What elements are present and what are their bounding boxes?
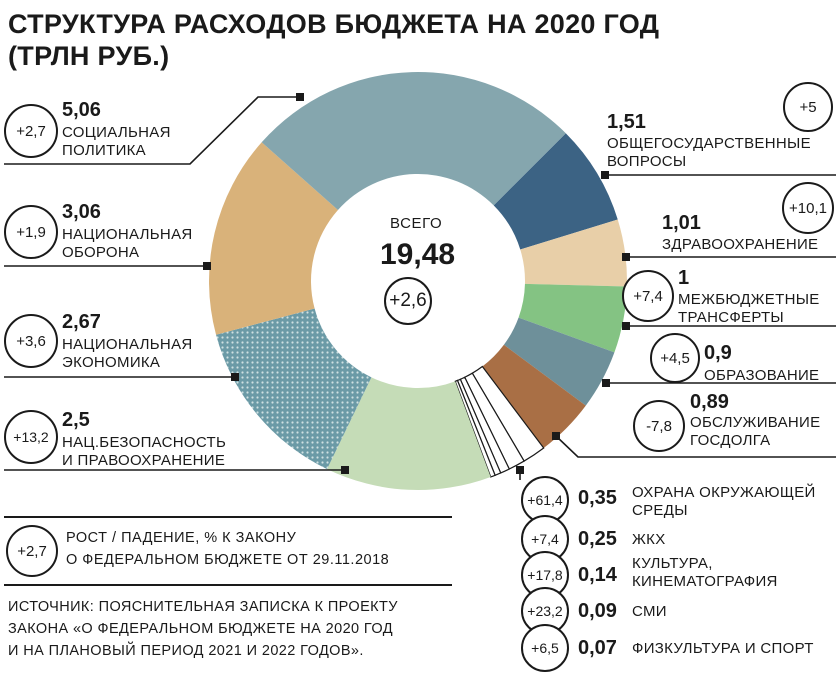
slice-13: [261, 71, 566, 210]
leader-marker-7: [602, 379, 610, 387]
leader-marker-2: [231, 373, 239, 381]
legend-bottom-rule: [4, 584, 452, 586]
slice-3: [503, 317, 615, 406]
debt-label-2: ГОСДОЛГА: [690, 432, 771, 449]
source-line-3: И НА ПЛАНОВЫЙ ПЕРИОД 2021 И 2022 ГОДОВ».: [8, 643, 364, 659]
health-value: 1,01: [662, 212, 701, 234]
leader-marker-6: [622, 322, 630, 330]
security-change-bubble: +13,2: [4, 410, 58, 464]
leader-marker-8: [552, 432, 560, 440]
legend-line-1: РОСТ / ПАДЕНИЕ, % К ЗАКОНУ: [66, 530, 297, 546]
economy-label-1: НАЦИОНАЛЬНАЯ: [62, 336, 193, 353]
slice-1: [520, 219, 627, 287]
culture-label-1: КУЛЬТУРА,: [632, 555, 713, 572]
education-label-1: ОБРАЗОВАНИЕ: [704, 367, 820, 384]
env-label-2: СРЕДЫ: [632, 502, 688, 519]
slice-11: [216, 308, 372, 470]
source-line-1: ИСТОЧНИК: ПОЯСНИТЕЛЬНАЯ ЗАПИСКА К ПРОЕКТ…: [8, 599, 398, 615]
transfers-label-2: ТРАНСФЕРТЫ: [678, 309, 785, 326]
culture-value: 0,14: [578, 564, 617, 586]
defense-label-1: НАЦИОНАЛЬНАЯ: [62, 226, 193, 243]
defense-label-2: ОБОРОНА: [62, 244, 140, 261]
slice-4: [482, 344, 586, 448]
slice-0: [493, 133, 618, 250]
sport-label-1: ФИЗКУЛЬТУРА И СПОРТ: [632, 640, 814, 657]
security-label-2: И ПРАВООХРАНЕНИЕ: [62, 452, 226, 469]
env-label-1: ОХРАНА ОКРУЖАЮЩЕЙ: [632, 484, 816, 501]
sport-value: 0,07: [578, 637, 617, 659]
leader-marker-9: [516, 466, 524, 474]
slice-9: [454, 379, 496, 478]
chart-title: СТРУКТУРА РАСХОДОВ БЮДЖЕТА НА 2020 ГОД (…: [8, 9, 660, 71]
health-label-1: ЗДРАВООХРАНЕНИЕ: [662, 236, 819, 253]
general-label-1: ОБЩЕГОСУДАРСТВЕННЫЕ: [607, 135, 811, 152]
transfers-value: 1: [678, 267, 690, 289]
media-label-1: СМИ: [632, 603, 667, 620]
leader-marker-3: [341, 466, 349, 474]
education-change-bubble: +4,5: [650, 333, 700, 383]
slice-10: [327, 377, 491, 490]
social-value: 5,06: [62, 99, 101, 121]
defense-change-bubble: +1,9: [4, 205, 58, 259]
economy-change-bubble: +3,6: [4, 314, 58, 368]
sport-change-bubble: +6,5: [521, 624, 569, 672]
legend-top-rule: [4, 516, 452, 518]
general-value: 1,51: [607, 111, 646, 133]
leader-social: [4, 96, 300, 165]
leader-marker-5: [622, 253, 630, 261]
legend-sample-bubble: +2,7: [6, 525, 58, 577]
media-value: 0,09: [578, 600, 617, 622]
culture-label-2: КИНЕМАТОГРАФИЯ: [632, 573, 778, 590]
economy-label-2: ЭКОНОМИКА: [62, 354, 161, 371]
education-value: 0,9: [704, 342, 732, 364]
media-change-bubble: +23,2: [521, 587, 569, 635]
env-value: 0,35: [578, 487, 617, 509]
social-label-1: СОЦИАЛЬНАЯ: [62, 124, 171, 141]
defense-value: 3,06: [62, 201, 101, 223]
housing-value: 0,25: [578, 528, 617, 550]
transfers-label-1: МЕЖБЮДЖЕТНЫЕ: [678, 291, 820, 308]
center-change-bubble: +2,6: [384, 277, 432, 325]
health-change-bubble: +10,1: [782, 182, 834, 234]
source-line-2: ЗАКОНА «О ФЕДЕРАЛЬНОМ БЮДЖЕТЕ НА 2020 ГО…: [8, 621, 393, 637]
leader-debt: [555, 435, 836, 458]
general-label-2: ВОПРОСЫ: [607, 153, 687, 170]
debt-change-bubble: -7,8: [633, 400, 685, 452]
legend-line-2: О ФЕДЕРАЛЬНОМ БЮДЖЕТЕ ОТ 29.11.2018: [66, 552, 390, 568]
slice-12: [209, 142, 338, 335]
debt-label-1: ОБСЛУЖИВАНИЕ: [690, 414, 821, 431]
center-total-value: 19,48: [380, 238, 456, 271]
security-value: 2,5: [62, 409, 90, 431]
center-total-label: ВСЕГО: [390, 215, 443, 232]
economy-value: 2,67: [62, 311, 101, 333]
leader-marker-1: [203, 262, 211, 270]
social-label-2: ПОЛИТИКА: [62, 142, 146, 159]
slice-2: [518, 283, 627, 353]
transfers-change-bubble: +7,4: [622, 270, 674, 322]
leader-marker-0: [296, 93, 304, 101]
general-change-bubble: +5: [783, 82, 833, 132]
leader-marker-4: [601, 171, 609, 179]
debt-value: 0,89: [690, 391, 729, 413]
security-label-1: НАЦ.БЕЗОПАСНОСТЬ: [62, 434, 227, 451]
social-change-bubble: +2,7: [4, 104, 58, 158]
housing-label-1: ЖКХ: [632, 531, 666, 548]
